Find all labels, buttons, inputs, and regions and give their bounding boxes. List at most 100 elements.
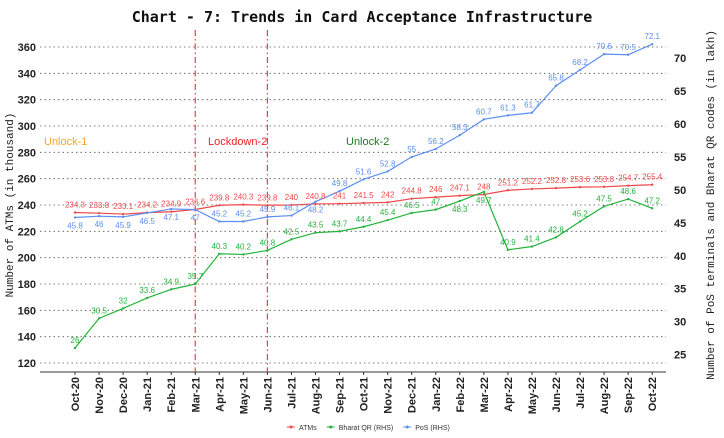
phase-annotation: Unlock-1: [44, 136, 87, 148]
data-label: 52.8: [380, 159, 396, 168]
data-label: 49.7: [476, 196, 492, 205]
data-label: 40.2: [236, 242, 252, 251]
data-point: [554, 84, 558, 87]
data-point: [434, 195, 437, 199]
data-label: 234.3: [65, 201, 86, 210]
y-tick-label-right: 25: [674, 350, 686, 362]
data-label: 255.4: [642, 173, 663, 182]
data-point: [145, 296, 149, 300]
data-point: [266, 204, 269, 207]
data-point: [386, 170, 389, 173]
x-tick-label: Jan-21: [142, 377, 154, 412]
data-label: 51.6: [356, 167, 372, 176]
x-tick-label: Dec-20: [118, 377, 130, 413]
data-point: [218, 252, 221, 255]
y-tick-label-left: 320: [18, 95, 36, 107]
data-label: 42.5: [284, 227, 300, 236]
data-labels: 234.3 26 45.8 233.8 30.5 46 233.1 32 45.9 234.2 33…: [65, 32, 663, 345]
x-tick-label: Mar-21: [190, 377, 202, 412]
y-tick-label-left: 160: [18, 305, 36, 317]
data-point: [602, 185, 606, 189]
data-point: [651, 183, 654, 186]
x-tick-label: May-21: [238, 377, 250, 414]
x-tick-label: Oct-21: [359, 377, 371, 411]
data-point: [314, 231, 317, 234]
data-label: 26: [71, 336, 80, 345]
data-label: 252.2: [522, 177, 543, 186]
x-tick-label: Jun-21: [262, 377, 274, 412]
y-tick-label-left: 200: [18, 253, 36, 265]
data-point: [410, 211, 413, 215]
data-label: 65.8: [548, 74, 564, 83]
x-tick-label: Sep-22: [623, 377, 635, 413]
data-point: [362, 201, 365, 205]
data-point: [386, 218, 389, 222]
data-point: [506, 114, 510, 117]
data-label: 45.2: [572, 209, 588, 218]
data-label: 46.5: [404, 201, 420, 210]
data-label: 45.2: [236, 209, 252, 218]
data-label: 47.1: [163, 213, 179, 222]
data-label: 240: [285, 193, 299, 202]
data-point: [170, 288, 173, 291]
data-point: [338, 230, 341, 233]
x-tick-label: Jul-22: [575, 377, 587, 409]
x-tick-label: Jun-22: [551, 377, 563, 412]
data-point: [121, 307, 125, 310]
data-label: 239.8: [209, 193, 230, 202]
data-label: 47.2: [644, 196, 660, 205]
data-label: 253.8: [594, 175, 615, 184]
data-point: [651, 43, 654, 46]
data-point: [602, 52, 606, 56]
data-point: [554, 236, 558, 239]
data-label: 32: [119, 296, 128, 305]
data-point: [121, 215, 125, 219]
data-label: 61.3: [500, 103, 516, 112]
y-tick-label-left: 240: [18, 200, 36, 212]
data-point: [482, 118, 486, 121]
data-label: 242: [381, 190, 395, 199]
data-label: 48.6: [620, 187, 636, 196]
y-tick-label-right: 60: [674, 119, 686, 131]
data-label: 34.9: [163, 277, 179, 286]
data-point: [194, 282, 197, 286]
data-label: 68.2: [572, 58, 588, 67]
data-point: [121, 212, 125, 216]
data-label: 251.2: [498, 178, 519, 187]
data-point: [458, 194, 461, 197]
data-label: 56.2: [428, 137, 444, 146]
legend-marker-icon: [329, 425, 333, 429]
data-label: 58.3: [452, 123, 468, 132]
y-tick-label-left: 180: [18, 279, 36, 291]
x-tick-label: Nov-21: [383, 377, 395, 414]
y-tick-label-left: 360: [18, 42, 36, 54]
data-label: 47: [431, 198, 440, 207]
data-point: [97, 317, 101, 320]
data-point: [410, 197, 413, 200]
data-label: 45.8: [67, 222, 83, 231]
data-point: [651, 207, 654, 210]
data-point: [626, 197, 630, 201]
data-label: 246: [429, 185, 443, 194]
x-tick-label: Dec-21: [407, 377, 419, 413]
x-tick-label: Aug-21: [311, 377, 323, 414]
data-label: 35.7: [187, 272, 203, 281]
chart-title: Chart - 7: Trends in Card Acceptance Inf…: [132, 8, 593, 26]
data-point: [602, 205, 606, 208]
y-tick-label-left: 260: [18, 174, 36, 186]
data-point: [626, 53, 630, 56]
data-point: [338, 202, 341, 205]
data-label: 45.9: [260, 205, 276, 214]
data-label: 47: [191, 214, 200, 223]
data-point: [458, 199, 461, 203]
y-tick-label-right: 55: [674, 152, 686, 164]
y-tick-label-right: 40: [674, 251, 686, 263]
x-tick-label: Jul-21: [286, 377, 298, 409]
y-axis-title-right: Number of PoS terminals and Bharat QR co…: [706, 30, 718, 380]
data-label: 48.3: [452, 205, 468, 214]
y-axis-title-left: Number of ATMs (in thousand): [5, 113, 17, 298]
data-label: 46.1: [284, 204, 300, 213]
data-point: [458, 133, 461, 137]
y-tick-label-right: 70: [674, 53, 686, 65]
x-tick-label: Oct-20: [70, 377, 82, 411]
